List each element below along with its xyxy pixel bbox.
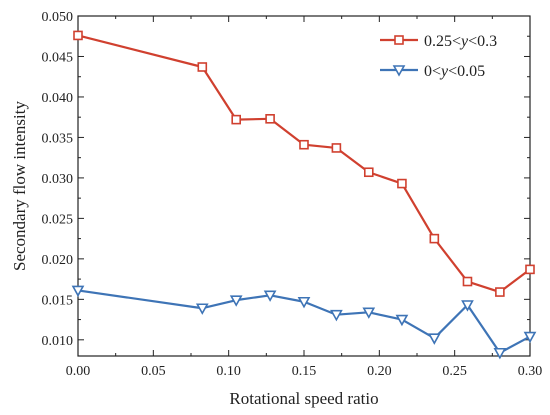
data-point <box>229 295 243 307</box>
data-point <box>330 309 343 322</box>
series-2 <box>71 285 537 360</box>
data-point <box>493 347 507 360</box>
legend-label-part: <0.3 <box>468 33 497 50</box>
x-axis-title: Rotational speed ratio <box>229 389 378 408</box>
y-tick-label: 0.045 <box>42 50 74 65</box>
legend-marker <box>392 65 406 77</box>
legend: 0.25<y<0.30<y<0.05 <box>380 33 497 80</box>
data-point <box>71 285 85 298</box>
data-point <box>495 287 505 297</box>
y-tick-label: 0.040 <box>42 91 74 106</box>
legend-label-part: 0< <box>424 63 441 80</box>
data-point <box>397 178 407 189</box>
data-point <box>362 307 376 319</box>
y-tick-label: 0.025 <box>42 212 74 227</box>
legend-marker <box>394 35 404 45</box>
legend-label: 0.25<y<0.3 <box>424 33 497 50</box>
y-tick-label: 0.015 <box>42 293 74 308</box>
y-axis-title: Secondary flow intensity <box>10 101 29 271</box>
data-point <box>265 114 275 124</box>
data-point <box>461 300 474 312</box>
x-tick-label: 0.30 <box>518 364 543 379</box>
x-tick-label: 0.00 <box>66 364 91 379</box>
data-point <box>195 303 209 315</box>
data-point <box>231 114 241 125</box>
y-tick-label: 0.030 <box>42 172 74 187</box>
y-tick-label: 0.050 <box>42 10 74 25</box>
legend-label-part: 0.25< <box>424 33 461 50</box>
legend-label-part: <0.05 <box>448 63 485 80</box>
legend-label-part: y <box>439 63 449 80</box>
data-point <box>429 233 440 244</box>
series-line <box>77 289 531 354</box>
data-point <box>299 139 309 150</box>
legend-label: 0<y<0.05 <box>424 63 485 80</box>
x-tick-label: 0.10 <box>216 364 241 379</box>
data-point <box>197 62 208 72</box>
legend-item-2: 0<y<0.05 <box>380 63 485 80</box>
x-tick-label: 0.25 <box>442 364 467 379</box>
data-point <box>523 331 537 344</box>
data-point <box>263 290 277 302</box>
legend-item-1: 0.25<y<0.3 <box>380 33 497 50</box>
series-1 <box>73 30 535 297</box>
legend-label-part: y <box>459 33 469 50</box>
y-axis: 0.010 0.015 0.020 0.025 0.030 0.035 0.040 0.045… <box>42 10 530 349</box>
data-point <box>525 264 535 275</box>
data-point <box>427 333 441 345</box>
y-tick-label: 0.020 <box>42 253 74 268</box>
data-point <box>363 167 374 178</box>
y-tick-label: 0.010 <box>42 334 74 349</box>
series-layer <box>71 30 537 360</box>
series-line <box>77 34 531 294</box>
data-point <box>331 143 342 153</box>
data-point <box>297 296 311 309</box>
x-tick-label: 0.20 <box>367 364 392 379</box>
data-point <box>462 276 473 287</box>
data-point <box>73 30 83 41</box>
x-axis: 0.00 0.05 0.10 0.15 0.20 0.25 0.30 <box>66 16 543 379</box>
x-tick-label: 0.05 <box>141 364 166 379</box>
x-tick-label: 0.15 <box>292 364 317 379</box>
y-tick-label: 0.035 <box>42 131 74 146</box>
data-point <box>395 314 409 327</box>
